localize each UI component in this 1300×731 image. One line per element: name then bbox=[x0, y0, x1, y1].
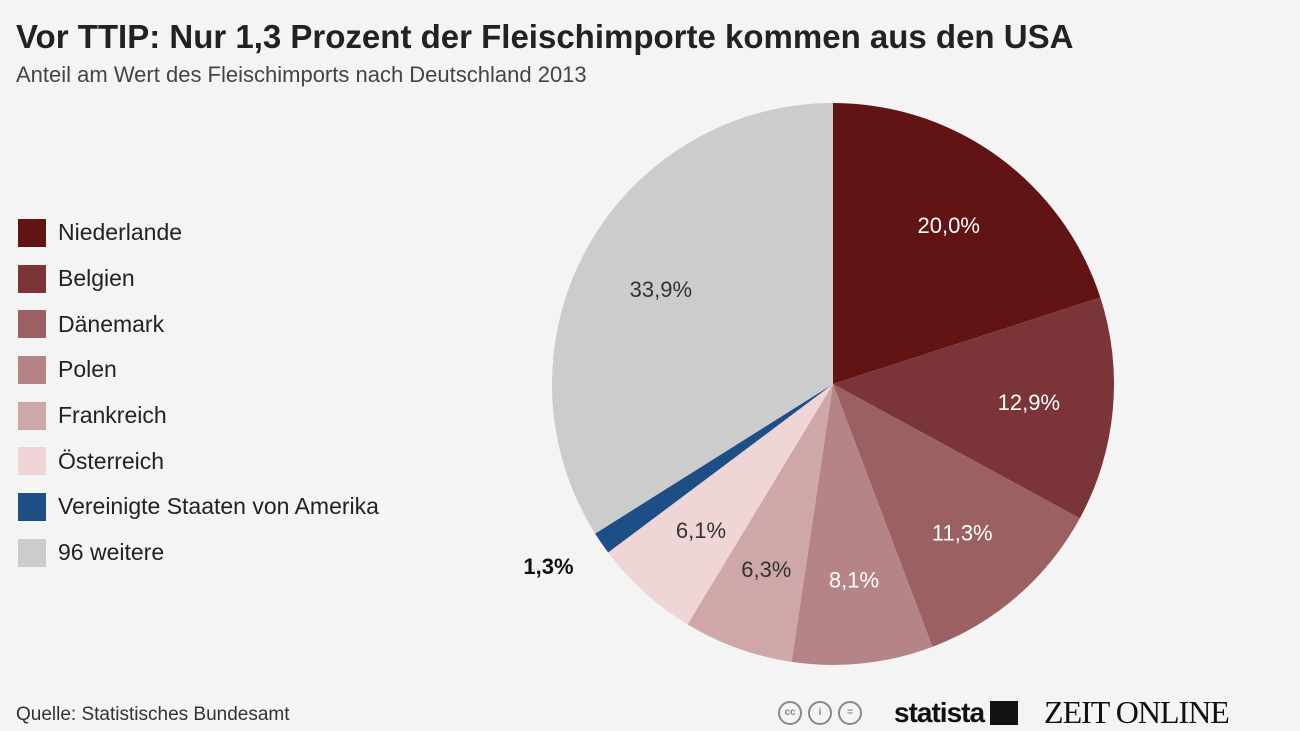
legend-label: 96 weitere bbox=[58, 539, 165, 566]
legend-swatch bbox=[18, 492, 46, 521]
chart-subtitle: Anteil am Wert des Fleischimports nach D… bbox=[16, 62, 587, 87]
legend-label: Vereinigte Staaten von Amerika bbox=[58, 493, 379, 520]
nd-icon: = bbox=[838, 700, 862, 725]
legend-item: Belgien bbox=[18, 256, 379, 302]
by-icon: i bbox=[808, 700, 832, 725]
pie-slice bbox=[833, 297, 1115, 519]
legend-swatch bbox=[18, 355, 46, 384]
data-label: 8,1% bbox=[829, 568, 879, 593]
logos: cc i = statista ZEIT ONLINE bbox=[778, 694, 1230, 731]
cc-icon: cc bbox=[778, 700, 802, 725]
legend-swatch bbox=[18, 310, 46, 339]
legend-label: Belgien bbox=[58, 265, 135, 292]
data-label: 33,9% bbox=[630, 277, 692, 302]
legend-item: 96 weitere bbox=[18, 530, 379, 576]
legend-swatch bbox=[18, 538, 46, 567]
legend-swatch bbox=[18, 264, 46, 293]
legend-swatch bbox=[18, 447, 46, 476]
legend-swatch bbox=[18, 218, 46, 247]
data-label: 20,0% bbox=[918, 213, 980, 238]
legend-swatch bbox=[18, 401, 46, 430]
legend-label: Niederlande bbox=[58, 219, 183, 246]
source-note: Quelle: Statistisches Bundesamt bbox=[16, 704, 290, 725]
legend-label: Frankreich bbox=[58, 402, 167, 429]
data-label: 6,1% bbox=[676, 518, 726, 543]
chart-title: Vor TTIP: Nur 1,3 Prozent der Fleischimp… bbox=[16, 18, 1074, 55]
legend-label: Österreich bbox=[58, 447, 165, 474]
legend-item: Österreich bbox=[18, 438, 379, 484]
zeit-online-logo: ZEIT ONLINE bbox=[1044, 694, 1230, 730]
pie-slice bbox=[595, 384, 833, 553]
legend-item: Frankreich bbox=[18, 393, 379, 439]
statista-logo: statista bbox=[894, 696, 985, 728]
legend-item: Niederlande bbox=[18, 210, 379, 256]
legend-label: Polen bbox=[58, 356, 117, 383]
legend-label: Dänemark bbox=[58, 310, 165, 337]
pie-slice bbox=[552, 103, 833, 534]
data-label: 1,3% bbox=[523, 554, 573, 579]
legend-item: Vereinigte Staaten von Amerika bbox=[18, 484, 379, 530]
legend-item: Dänemark bbox=[18, 301, 379, 347]
data-label: 11,3% bbox=[932, 520, 993, 545]
pie-slice bbox=[833, 384, 1080, 647]
pie-slice bbox=[791, 384, 933, 666]
legend: Niederlande Belgien Dänemark Polen Frankreic… bbox=[18, 210, 379, 576]
statista-logo-mark bbox=[990, 700, 1019, 725]
legend-item: Polen bbox=[18, 347, 379, 393]
data-label: 12,9% bbox=[998, 390, 1060, 415]
pie-slice bbox=[608, 384, 833, 625]
pie-slice bbox=[833, 103, 1101, 384]
pie-slice bbox=[687, 384, 833, 662]
data-label: 6,3% bbox=[741, 557, 791, 582]
